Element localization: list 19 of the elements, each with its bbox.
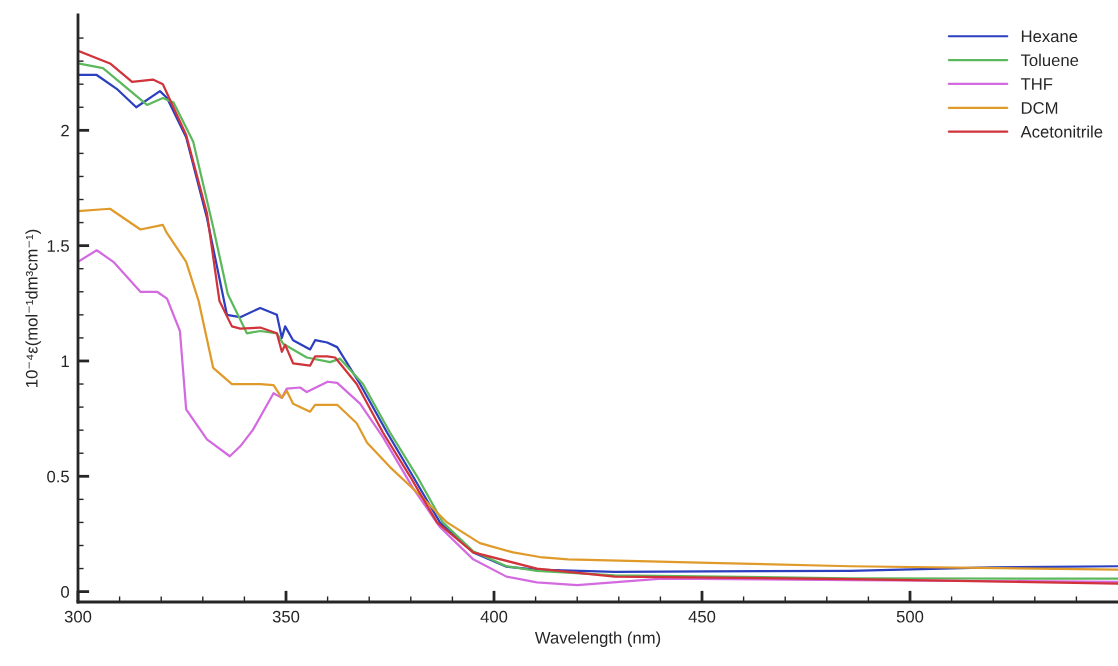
x-tick-label: 500 [896, 610, 924, 623]
x-tick-label: 350 [272, 610, 300, 623]
y-tick-label: 2 [61, 124, 69, 137]
legend-label: THF [1020, 78, 1053, 90]
x-tick-label: 300 [64, 610, 92, 623]
line-series [78, 207, 1118, 571]
line-series [78, 249, 1118, 587]
y-tick-label: 1 [61, 355, 69, 368]
x-tick-label: 400 [480, 610, 508, 623]
x-axis-title: Wavelength (nm) [534, 631, 661, 647]
x-tick-label: 450 [688, 610, 716, 623]
y-tick-label: 0 [61, 586, 70, 598]
y-tick-label: 0.5 [47, 470, 69, 483]
legend-label: DCM [1021, 102, 1058, 114]
legend-label: Hexane [1021, 30, 1078, 43]
legend-label: Acetonitrile [1020, 125, 1103, 138]
y-axis-title: 10⁻⁴ε(mol⁻¹dm³cm⁻¹) [25, 229, 41, 387]
legend-label: Toluene [1020, 53, 1079, 67]
y-tick-label: 1.5 [47, 240, 69, 252]
